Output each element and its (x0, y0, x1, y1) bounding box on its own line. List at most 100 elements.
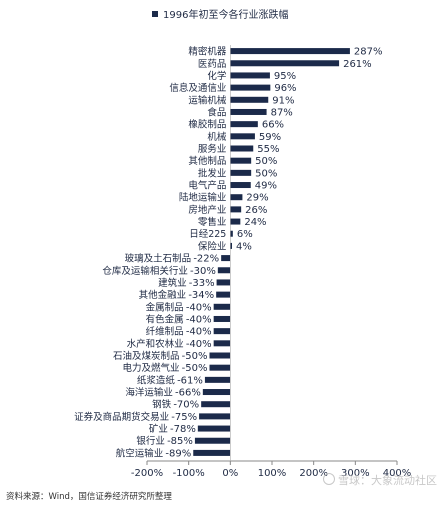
category-label: 海洋运输业 (125, 387, 173, 399)
bar (230, 60, 340, 67)
category-label: 食品 (207, 106, 226, 118)
x-tick-label: 100% (258, 468, 287, 479)
value-label: -40% (186, 302, 212, 313)
bar (230, 169, 252, 176)
value-label: -40% (186, 314, 212, 325)
category-label: 服务业 (198, 143, 227, 155)
category-label: 房地产业 (188, 204, 226, 216)
category-label: 有色金属 (146, 313, 184, 325)
bar (193, 449, 231, 456)
x-tick-label: -200% (131, 468, 163, 479)
bar (230, 145, 254, 152)
category-label: 日经225 (189, 228, 226, 240)
bar (204, 376, 231, 383)
watermark: 雪球：大象流动社区 (323, 472, 437, 488)
bar (230, 84, 271, 91)
bar (213, 328, 231, 335)
x-tick-label: 400% (383, 468, 412, 479)
bar (216, 279, 231, 286)
value-label: -22% (193, 254, 219, 265)
category-label: 橡胶制品 (188, 119, 226, 131)
bar (230, 230, 233, 237)
x-tick-label: -100% (173, 468, 205, 479)
value-label: -34% (188, 290, 214, 301)
value-label: 4% (236, 241, 252, 252)
category-label: 矿业 (149, 423, 168, 435)
value-label: -50% (182, 363, 208, 374)
bar (230, 242, 232, 249)
category-label: 纸浆造纸 (137, 374, 176, 386)
value-label: -75% (171, 412, 197, 423)
category-label: 金属制品 (146, 301, 184, 313)
value-label: -78% (170, 424, 196, 435)
category-label: 其他制品 (188, 155, 226, 167)
bar (230, 194, 243, 201)
value-label: 24% (244, 217, 266, 228)
bar (202, 389, 231, 396)
category-label: 其他金融业 (139, 289, 187, 301)
value-label: 55% (257, 144, 279, 155)
x-tick-label: 200% (299, 468, 328, 479)
bar (213, 303, 231, 310)
category-label: 石油及煤炭制品 (113, 350, 180, 362)
value-label: 29% (246, 193, 268, 204)
bar (213, 340, 231, 347)
value-label: 49% (255, 181, 277, 192)
bar (230, 133, 255, 140)
x-tick-label: 0% (222, 468, 238, 479)
value-label: -40% (186, 339, 212, 350)
category-label: 银行业 (136, 435, 165, 447)
legend-swatch (152, 10, 158, 17)
value-label: 95% (274, 71, 296, 82)
value-label: 50% (255, 168, 277, 179)
category-label: 零售业 (198, 216, 227, 228)
bar (230, 72, 270, 79)
category-label: 医药品 (198, 59, 227, 70)
bar (213, 315, 231, 322)
bar (194, 437, 231, 444)
legend-label: 1996年初至今各行业涨跌幅 (163, 10, 289, 21)
value-label: 87% (271, 107, 293, 118)
value-label: 287% (354, 47, 383, 58)
category-label: 建筑业 (158, 277, 187, 289)
bar (230, 182, 251, 189)
bar (201, 401, 231, 408)
category-label: 电气产品 (188, 180, 226, 192)
value-label: -85% (167, 436, 193, 447)
value-label: 6% (237, 229, 253, 240)
bar (230, 96, 269, 103)
category-label: 纤维制品 (146, 326, 184, 338)
value-label: 91% (272, 95, 294, 106)
category-label: 陆地运输业 (179, 192, 227, 204)
value-label: 96% (274, 83, 296, 94)
value-label: 26% (245, 205, 267, 216)
category-label: 航空运输业 (116, 447, 164, 459)
watermark-text: 雪球：大象流动社区 (338, 474, 437, 487)
category-label: 批发业 (198, 167, 227, 179)
category-label: 信息及通信业 (169, 82, 226, 94)
category-label: 机械 (207, 131, 227, 143)
category-label: 钢铁 (152, 399, 172, 411)
bar (230, 157, 252, 164)
value-label: -61% (177, 375, 203, 386)
category-label: 电力及燃气业 (122, 362, 179, 374)
bar (199, 413, 231, 420)
bar (217, 267, 231, 274)
source-note: 资料来源：Wind，国信证券经济研究所整理 (6, 492, 172, 502)
category-label: 化学 (207, 70, 226, 82)
category-label: 运输机械 (188, 94, 227, 106)
value-label: -66% (175, 388, 201, 399)
bar (209, 352, 231, 359)
value-label: -50% (182, 351, 208, 362)
value-label: -89% (165, 448, 191, 459)
category-label: 保险业 (198, 240, 227, 252)
value-label: -40% (186, 327, 212, 338)
x-tick-label: 300% (341, 468, 370, 479)
category-label: 玻璃及土石制品 (125, 253, 192, 265)
value-label: 59% (259, 132, 281, 143)
category-label: 水产和农林业 (127, 338, 184, 350)
bar (230, 206, 242, 213)
bar (230, 108, 267, 115)
bar (221, 255, 231, 262)
